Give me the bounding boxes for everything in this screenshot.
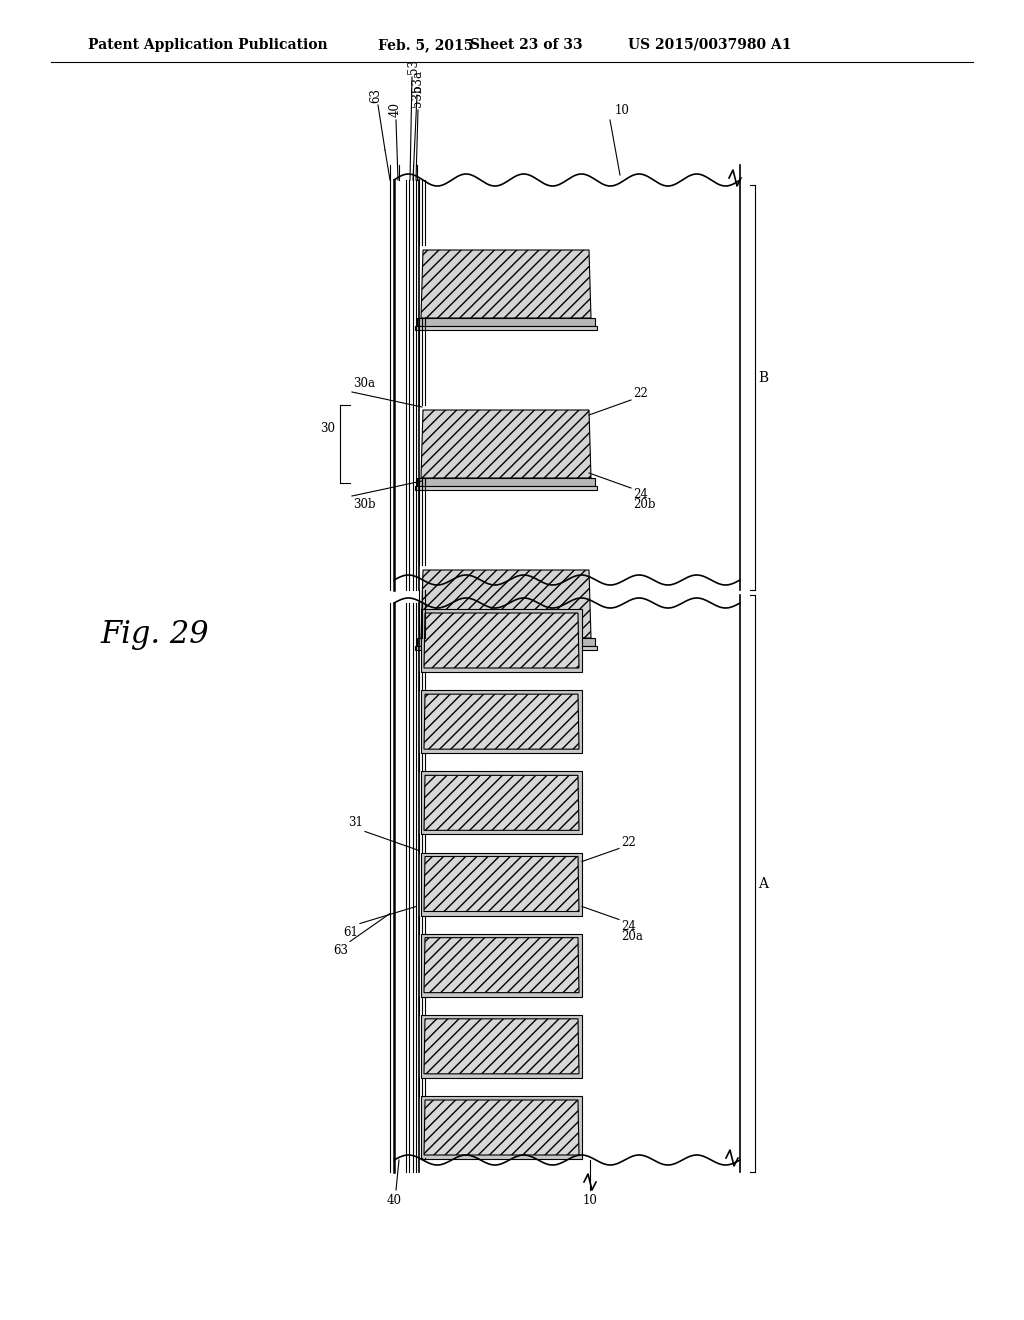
- Polygon shape: [421, 690, 582, 754]
- Text: 53: 53: [407, 59, 420, 74]
- Text: Feb. 5, 2015: Feb. 5, 2015: [378, 38, 473, 51]
- Text: 22: 22: [633, 387, 648, 400]
- Text: 63: 63: [333, 944, 348, 957]
- Text: 10: 10: [615, 104, 630, 117]
- Polygon shape: [424, 694, 579, 750]
- Polygon shape: [424, 937, 579, 993]
- Polygon shape: [424, 612, 579, 668]
- Text: 30a: 30a: [353, 378, 375, 389]
- Text: 30: 30: [319, 422, 335, 436]
- Polygon shape: [424, 1019, 579, 1074]
- Polygon shape: [421, 853, 582, 916]
- Text: 20b: 20b: [633, 498, 655, 511]
- Polygon shape: [424, 857, 579, 912]
- Polygon shape: [424, 1100, 579, 1155]
- Text: B: B: [758, 371, 768, 385]
- Text: 24: 24: [621, 920, 636, 932]
- Polygon shape: [421, 609, 582, 672]
- Polygon shape: [421, 570, 591, 638]
- Polygon shape: [421, 1096, 582, 1159]
- Polygon shape: [421, 771, 582, 834]
- Text: 53b: 53b: [412, 84, 425, 107]
- Text: 30b: 30b: [353, 498, 376, 511]
- Text: 40: 40: [388, 102, 401, 117]
- Text: 40: 40: [386, 1195, 401, 1206]
- Polygon shape: [421, 411, 591, 478]
- Polygon shape: [415, 645, 597, 649]
- Text: Patent Application Publication: Patent Application Publication: [88, 38, 328, 51]
- Text: Sheet 23 of 33: Sheet 23 of 33: [470, 38, 583, 51]
- Text: 22: 22: [621, 836, 636, 849]
- Polygon shape: [417, 318, 595, 326]
- Polygon shape: [424, 775, 579, 830]
- Text: US 2015/0037980 A1: US 2015/0037980 A1: [628, 38, 792, 51]
- Text: 63: 63: [370, 88, 383, 103]
- Polygon shape: [415, 486, 597, 490]
- Polygon shape: [415, 326, 597, 330]
- Text: Fig. 29: Fig. 29: [100, 619, 209, 651]
- Text: 24: 24: [633, 488, 648, 502]
- Text: 31: 31: [348, 817, 362, 829]
- Text: 61: 61: [343, 925, 358, 939]
- Polygon shape: [421, 249, 591, 318]
- Polygon shape: [417, 638, 595, 645]
- Text: 53a: 53a: [412, 70, 425, 92]
- Polygon shape: [421, 933, 582, 997]
- Polygon shape: [417, 478, 595, 486]
- Text: 10: 10: [583, 1195, 597, 1206]
- Polygon shape: [421, 1015, 582, 1078]
- Text: A: A: [758, 876, 768, 891]
- Text: 20a: 20a: [621, 929, 643, 942]
